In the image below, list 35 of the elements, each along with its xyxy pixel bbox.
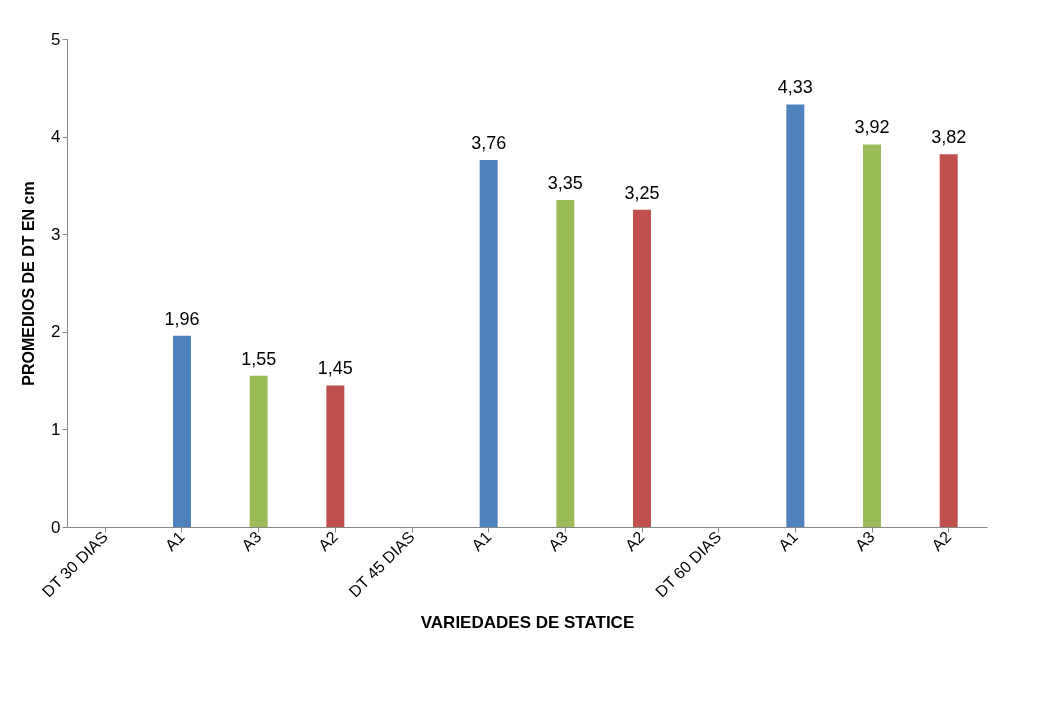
data-label: 3,92 (854, 117, 890, 138)
y-axis-title: PROMEDIOS DE DT EN cm (20, 181, 38, 386)
data-label: 1,45 (317, 358, 353, 379)
y-tick-label: 0 (51, 517, 61, 537)
y-tick-label: 2 (51, 322, 61, 342)
data-label: 4,33 (777, 77, 813, 98)
y-tick-label: 1 (51, 419, 61, 439)
bar (863, 144, 881, 527)
data-label: 3,35 (547, 173, 583, 194)
bar (249, 375, 268, 527)
data-label: 1,55 (241, 348, 277, 369)
x-tick-label: A2 (928, 528, 955, 554)
x-tick-label: A1 (775, 528, 802, 554)
data-label: 3,82 (931, 127, 967, 148)
y-tick-label: 4 (51, 127, 61, 147)
x-tick-label: A3 (851, 528, 878, 554)
data-label: 3,25 (624, 182, 660, 203)
bar (633, 209, 651, 527)
bar (556, 200, 575, 527)
data-label: 3,76 (471, 133, 507, 154)
bar (326, 385, 345, 527)
x-tick-label: A1 (468, 528, 495, 554)
bar (786, 104, 805, 527)
data-label: 1,96 (164, 308, 200, 329)
bar (173, 335, 191, 527)
x-tick-label: A3 (545, 528, 572, 554)
bar (939, 154, 958, 527)
x-axis-title: VARIEDADES DE STATICE (420, 612, 635, 632)
x-tick-label: A2 (315, 528, 342, 554)
y-tick-label: 5 (51, 29, 61, 49)
x-tick-label: A2 (621, 528, 648, 554)
x-tick-label: A3 (238, 528, 265, 554)
x-tick-label: A1 (161, 528, 188, 554)
bar (479, 160, 498, 527)
y-tick-label: 3 (51, 224, 61, 244)
